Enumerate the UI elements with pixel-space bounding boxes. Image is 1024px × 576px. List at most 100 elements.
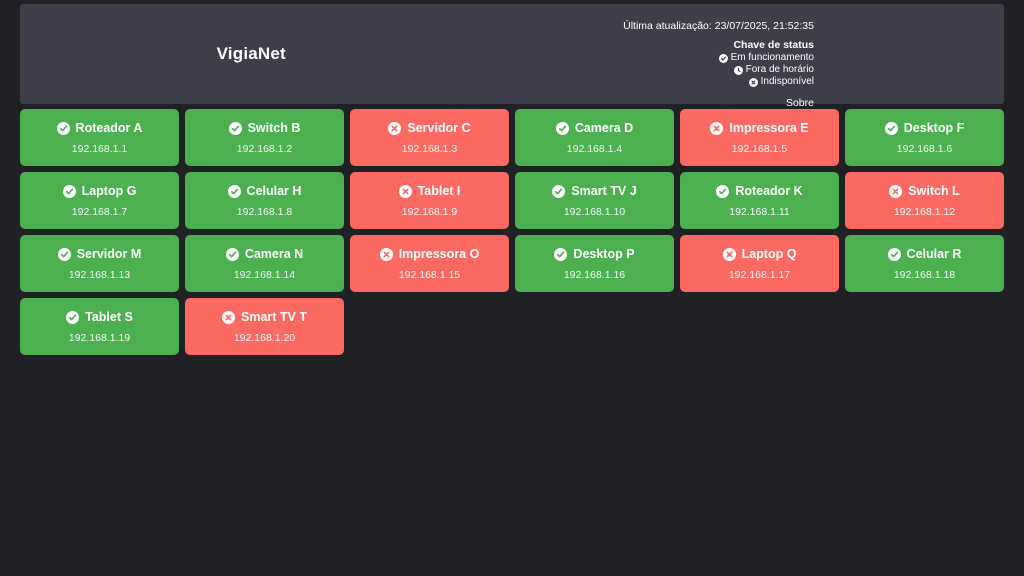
check-circle-icon (225, 247, 239, 261)
device-card-title: Desktop F (845, 121, 1004, 135)
device-name: Camera N (244, 247, 304, 261)
device-card[interactable]: Servidor C 192.168.1.3 (350, 109, 509, 166)
device-card-title: Switch B (185, 121, 344, 135)
check-circle-icon (554, 247, 568, 261)
device-card[interactable]: Roteador A 192.168.1.1 (20, 109, 179, 166)
check-circle-icon (227, 184, 241, 198)
x-circle-icon (388, 121, 402, 135)
device-ip: 192.168.1.1 (71, 143, 128, 155)
last-update-text: Última atualização: 23/07/2025, 21:52:35 (623, 20, 814, 32)
device-card-title: Servidor C (350, 121, 509, 135)
status-legend: Chave de status Em funcionamento Fora de… (482, 39, 814, 88)
device-ip: 192.168.1.15 (398, 269, 461, 281)
device-name: Roteador A (75, 121, 143, 135)
device-card[interactable]: Tablet S 192.168.1.19 (20, 298, 179, 355)
device-ip: 192.168.1.10 (563, 206, 626, 218)
device-name: Tablet I (417, 184, 461, 198)
device-card-title: Laptop G (20, 184, 179, 198)
device-card-title: Servidor M (20, 247, 179, 261)
x-circle-icon (398, 184, 412, 198)
device-card[interactable]: Tablet I 192.168.1.9 (350, 172, 509, 229)
about-link[interactable]: Sobre (785, 97, 814, 109)
check-circle-icon (884, 121, 898, 135)
device-card-title: Roteador K (680, 184, 839, 198)
device-name: Switch B (247, 121, 301, 135)
device-ip: 192.168.1.14 (233, 269, 296, 281)
device-card[interactable]: Desktop P 192.168.1.16 (515, 235, 674, 292)
check-circle-icon (887, 247, 901, 261)
device-card[interactable]: Celular H 192.168.1.8 (185, 172, 344, 229)
check-circle-icon (718, 53, 728, 63)
device-card-title: Celular R (845, 247, 1004, 261)
check-circle-icon (62, 184, 76, 198)
device-card[interactable]: Roteador K 192.168.1.11 (680, 172, 839, 229)
device-ip: 192.168.1.7 (71, 206, 128, 218)
device-ip: 192.168.1.6 (896, 143, 953, 155)
device-name: Celular R (906, 247, 962, 261)
device-name: Laptop Q (741, 247, 797, 261)
x-circle-icon (722, 247, 736, 261)
device-ip: 192.168.1.4 (566, 143, 623, 155)
device-card[interactable]: Smart TV T 192.168.1.20 (185, 298, 344, 355)
device-name: Servidor M (76, 247, 142, 261)
device-name: Tablet S (85, 310, 133, 324)
x-circle-icon (222, 310, 235, 324)
legend-label-operational: Em funcionamento (730, 52, 814, 63)
legend-item-off-hours: Fora de horário (482, 64, 814, 76)
device-card[interactable]: Impressora O 192.168.1.15 (350, 235, 509, 292)
device-card[interactable]: Switch B 192.168.1.2 (185, 109, 344, 166)
device-card-title: Roteador A (20, 121, 179, 135)
device-ip: 192.168.1.18 (893, 269, 956, 281)
device-card-title: Laptop Q (680, 247, 839, 261)
device-ip: 192.168.1.2 (236, 143, 293, 155)
check-circle-icon (228, 121, 242, 135)
check-circle-icon (555, 121, 569, 135)
device-card[interactable]: Laptop G 192.168.1.7 (20, 172, 179, 229)
device-card[interactable]: Laptop Q 192.168.1.17 (680, 235, 839, 292)
x-circle-icon (748, 77, 758, 87)
device-name: Celular H (246, 184, 302, 198)
check-circle-icon (552, 184, 566, 198)
device-ip: 192.168.1.17 (728, 269, 791, 281)
device-name: Laptop G (81, 184, 137, 198)
device-card[interactable]: Celular R 192.168.1.18 (845, 235, 1004, 292)
legend-title: Chave de status (733, 39, 814, 51)
check-circle-icon (57, 247, 71, 261)
device-ip: 192.168.1.3 (401, 143, 458, 155)
device-name: Camera D (574, 121, 634, 135)
x-circle-icon (710, 121, 724, 135)
clock-icon (733, 65, 743, 75)
device-card-title: Switch L (845, 184, 1004, 198)
x-circle-icon (889, 184, 903, 198)
device-name: Servidor C (407, 121, 471, 135)
device-card-title: Tablet S (20, 310, 179, 324)
device-card-title: Camera N (185, 247, 344, 261)
device-card[interactable]: Camera D 192.168.1.4 (515, 109, 674, 166)
device-name: Desktop F (903, 121, 965, 135)
device-card-title: Impressora E (680, 121, 839, 135)
device-name: Switch L (908, 184, 960, 198)
device-card[interactable]: Impressora E 192.168.1.5 (680, 109, 839, 166)
device-card-title: Smart TV J (515, 184, 674, 198)
header-title-area: VigiaNet (20, 4, 482, 104)
device-ip: 192.168.1.8 (236, 206, 293, 218)
device-card-title: Smart TV T (185, 310, 344, 324)
device-ip: 192.168.1.5 (731, 143, 788, 155)
device-name: Smart TV T (241, 310, 307, 324)
device-ip: 192.168.1.13 (68, 269, 131, 281)
device-ip: 192.168.1.11 (729, 206, 790, 218)
device-card[interactable]: Servidor M 192.168.1.13 (20, 235, 179, 292)
device-card-title: Camera D (515, 121, 674, 135)
device-ip: 192.168.1.12 (893, 206, 956, 218)
device-card[interactable]: Switch L 192.168.1.12 (845, 172, 1004, 229)
legend-item-unavailable: Indisponível (482, 76, 814, 88)
device-card[interactable]: Camera N 192.168.1.14 (185, 235, 344, 292)
app-title: VigiaNet (216, 44, 286, 63)
device-ip: 192.168.1.19 (68, 332, 131, 344)
device-card[interactable]: Smart TV J 192.168.1.10 (515, 172, 674, 229)
device-name: Impressora O (398, 247, 480, 261)
header-info-area: Última atualização: 23/07/2025, 21:52:35… (482, 4, 1004, 109)
device-card[interactable]: Desktop F 192.168.1.6 (845, 109, 1004, 166)
device-card-title: Impressora O (350, 247, 509, 261)
x-circle-icon (379, 247, 393, 261)
